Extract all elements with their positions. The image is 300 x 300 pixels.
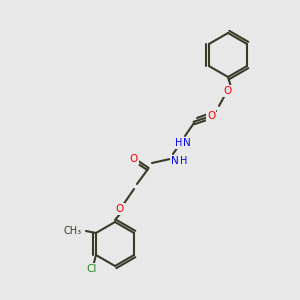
Text: O: O <box>224 86 232 96</box>
Text: O: O <box>130 154 138 164</box>
Text: H: H <box>180 156 188 166</box>
Text: Cl: Cl <box>87 264 97 274</box>
Text: CH₃: CH₃ <box>64 226 82 236</box>
Text: H: H <box>175 138 183 148</box>
Text: N: N <box>183 138 191 148</box>
Text: O: O <box>207 111 215 121</box>
Text: N: N <box>171 156 179 166</box>
Text: O: O <box>116 204 124 214</box>
